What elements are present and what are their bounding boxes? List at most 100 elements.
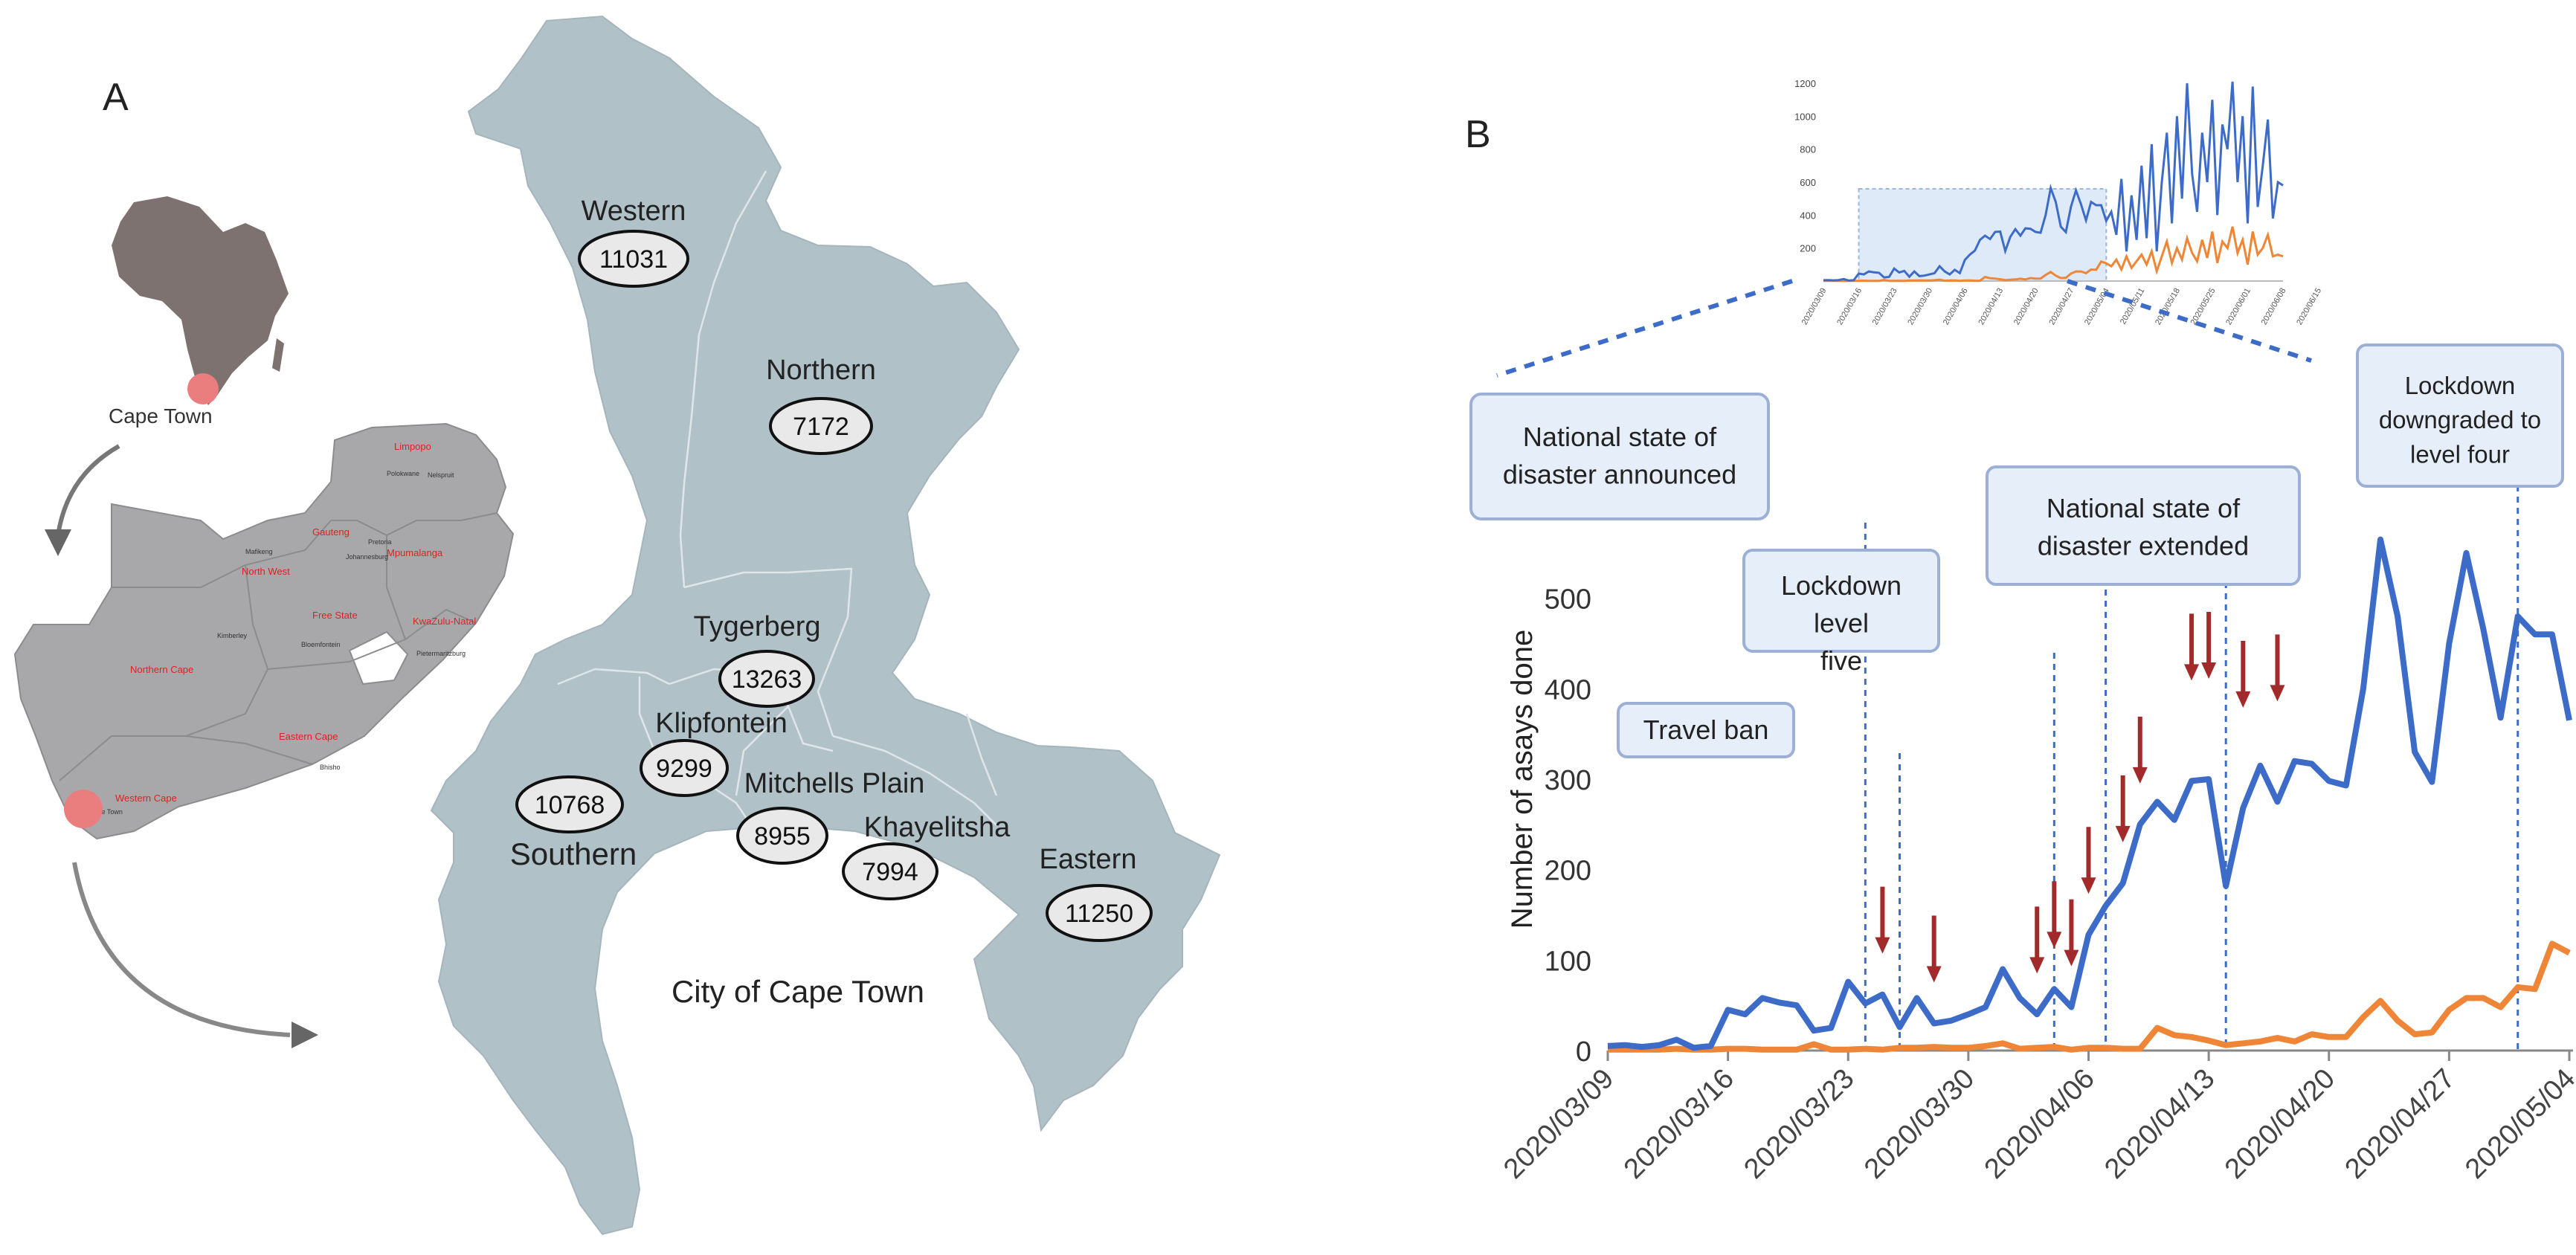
red-arrow-head bbox=[1926, 966, 1942, 983]
annotation-box bbox=[1617, 702, 1795, 758]
x-tick-label: 2020/03/09 bbox=[1498, 1063, 1620, 1185]
y-axis-ticks: 0100200300400500600 bbox=[1545, 494, 1591, 1068]
district-label: Northern bbox=[766, 355, 876, 386]
district-label: Western bbox=[582, 196, 686, 227]
red-arrow-head bbox=[2201, 662, 2217, 679]
town-label: Pietermaritzburg bbox=[416, 650, 466, 657]
y-tick-label: 200 bbox=[1545, 856, 1591, 887]
main-chart: 0100200300400500600 2020/03/092020/03/16… bbox=[1498, 485, 2576, 1185]
inset-x-tick-label: 2020/05/18 bbox=[2154, 287, 2182, 327]
annotation-extended: National state of disaster extended bbox=[1986, 465, 2301, 586]
count-oval bbox=[842, 842, 938, 900]
inset-chart: 200 400 600 800 1000 1200 2020/03/09 2020/03/1… bbox=[1794, 78, 2323, 326]
red-arrow-head bbox=[2115, 825, 2131, 842]
cape-town-marker bbox=[187, 373, 219, 404]
inset-y-tick-label: 400 bbox=[1800, 210, 1816, 221]
inset-y-tick-label: 1000 bbox=[1794, 111, 1816, 122]
inset-x-tick-label: 2020/04/06 bbox=[1942, 287, 1970, 327]
province-labels: Limpopo Gauteng Mpumalanga North West Fr… bbox=[115, 441, 476, 804]
south-africa-map bbox=[13, 422, 515, 840]
red-arrow-head bbox=[2064, 949, 2079, 967]
red-arrow-head bbox=[2081, 877, 2096, 894]
inset-x-tick-label: 2020/05/25 bbox=[2189, 287, 2218, 327]
district-count: 13263 bbox=[732, 665, 802, 694]
x-tick-label: 2020/03/23 bbox=[1738, 1063, 1860, 1185]
western-cape-marker bbox=[64, 790, 103, 828]
arrow-africa-to-sa bbox=[56, 444, 120, 536]
inset-x-tick-label: 2020/04/13 bbox=[1977, 287, 2005, 327]
inset-y-ticks: 200 400 600 800 1000 1200 bbox=[1794, 78, 1816, 254]
province-label: Western Cape bbox=[115, 793, 177, 804]
town-label: Cape Town bbox=[89, 808, 123, 816]
inset-x-tick-label: 2020/03/30 bbox=[1906, 287, 1934, 327]
district-borders bbox=[557, 170, 998, 826]
annotation-box bbox=[2356, 343, 2564, 488]
map-figure: A Cape Town Limpopo Gauteng Mpumalanga N… bbox=[13, 15, 1221, 1236]
arrowhead-1 bbox=[45, 529, 71, 556]
town-label: Pretoria bbox=[368, 538, 392, 546]
red-arrow-head bbox=[2184, 664, 2200, 681]
africa-map bbox=[112, 196, 289, 405]
city-of-cape-town-map: Western Northern Tygerberg Klipfontein S… bbox=[430, 15, 1221, 1236]
arrowhead-2 bbox=[292, 1022, 318, 1048]
x-tick-label: 2020/05/04 bbox=[2459, 1063, 2576, 1185]
x-axis-ticks: 2020/03/092020/03/162020/03/232020/03/30… bbox=[1498, 1051, 2576, 1185]
red-arrow-head bbox=[1875, 937, 1890, 954]
town-label: Polokwane bbox=[387, 470, 419, 477]
district-count: 7994 bbox=[862, 858, 918, 886]
inset-zoom-region bbox=[1858, 188, 2108, 282]
panel-a-letter: A bbox=[103, 76, 129, 119]
province-label: KwaZulu-Natal bbox=[413, 616, 476, 627]
y-tick-label: 0 bbox=[1576, 1036, 1591, 1068]
count-oval bbox=[578, 230, 689, 288]
district-label: Southern bbox=[510, 836, 637, 871]
inset-y-tick-label: 600 bbox=[1800, 177, 1816, 188]
red-arrow-head bbox=[2235, 691, 2251, 708]
district-count-ovals bbox=[515, 230, 1153, 942]
district-label: Mitchells Plain bbox=[744, 768, 925, 799]
blue-series-line bbox=[1607, 536, 2572, 1051]
district-label: Khayelitsha bbox=[864, 812, 1011, 843]
annotation-text: Travel ban bbox=[1643, 714, 1769, 745]
annotation-travel: Travel ban bbox=[1617, 702, 1795, 758]
inset-x-tick-label: 2020/04/27 bbox=[2047, 287, 2076, 327]
x-tick-label: 2020/04/06 bbox=[1979, 1063, 2101, 1185]
annotation-line: National state of disaster extended bbox=[2038, 493, 2249, 561]
orange-series-line bbox=[1608, 941, 2571, 1053]
district-label: Klipfontein bbox=[655, 708, 787, 739]
province-label: Mpumalanga bbox=[387, 547, 443, 558]
district-count: 10768 bbox=[535, 791, 605, 819]
inset-x-tick-label: 2020/04/20 bbox=[2012, 287, 2041, 327]
count-oval bbox=[640, 739, 729, 797]
annotation-line: Lockdown level five bbox=[1781, 570, 1902, 676]
madagascar bbox=[272, 338, 284, 372]
y-tick-label: 300 bbox=[1545, 765, 1591, 796]
red-arrow-head bbox=[2029, 957, 2045, 974]
province-borders bbox=[59, 512, 498, 781]
annotation-national: National state of disaster announced bbox=[1469, 393, 1770, 520]
district-count: 11250 bbox=[1065, 900, 1133, 928]
province-label: Gauteng bbox=[312, 526, 350, 538]
town-label: Nelspruit bbox=[428, 471, 454, 479]
inset-blue-series bbox=[1823, 81, 2284, 282]
annotation-lockdown4: Lockdown downgraded to level four bbox=[2356, 343, 2564, 488]
inset-x-ticks: 2020/03/09 2020/03/16 2020/03/23 2020/03/30… bbox=[1800, 287, 2323, 327]
count-oval bbox=[515, 775, 624, 833]
province-label: Eastern Cape bbox=[279, 731, 338, 742]
y-tick-label: 400 bbox=[1545, 674, 1591, 706]
arrow-sa-to-city bbox=[72, 862, 291, 1037]
inset-x-tick-label: 2020/03/09 bbox=[1800, 287, 1829, 327]
zoom-connector-right bbox=[2067, 279, 2312, 363]
annotation-line: National state of disaster announced bbox=[1503, 422, 1736, 489]
cape-town-label: Cape Town bbox=[109, 404, 213, 428]
x-tick-label: 2020/04/20 bbox=[2219, 1063, 2341, 1185]
annotation-box bbox=[1742, 549, 1940, 653]
inset-x-tick-label: 2020/03/23 bbox=[1871, 287, 1899, 327]
town-label: Kimberley bbox=[217, 632, 248, 639]
city-label: City of Cape Town bbox=[672, 974, 924, 1009]
province-label: Limpopo bbox=[394, 441, 431, 452]
red-arrow-head bbox=[2047, 932, 2062, 949]
town-label: Johannesburg bbox=[346, 553, 388, 561]
town-label: Bloemfontein bbox=[301, 641, 341, 648]
town-label: Mafikeng bbox=[245, 548, 273, 555]
